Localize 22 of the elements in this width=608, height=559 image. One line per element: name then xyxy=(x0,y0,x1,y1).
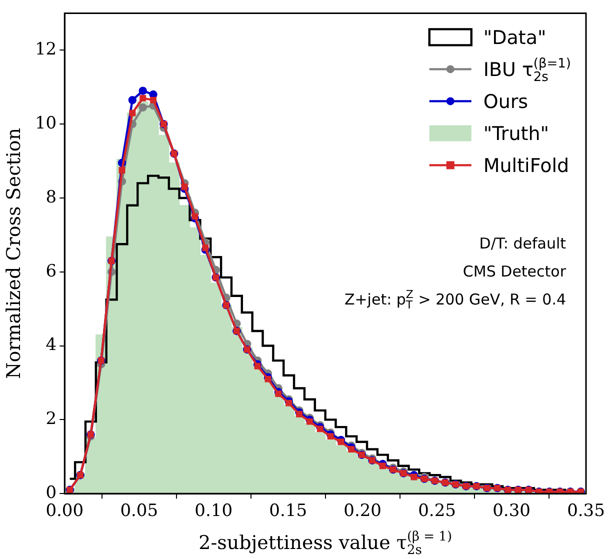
x-tick-label: 0.10 xyxy=(194,501,233,522)
y-tick-label: 8 xyxy=(46,187,57,208)
y-tick-label: 0 xyxy=(46,483,57,504)
annotation: D/T: default xyxy=(479,234,566,253)
y-tick-label: 12 xyxy=(34,40,57,60)
x-tick-label: 0.15 xyxy=(269,501,308,522)
legend-label: "Truth" xyxy=(483,123,550,146)
y-tick-label: 4 xyxy=(46,335,57,356)
legend-label: Ours xyxy=(483,91,528,114)
x-tick-label: 0.30 xyxy=(492,501,530,522)
legend-label: "Data" xyxy=(483,27,546,50)
annotation: CMS Detector xyxy=(462,262,567,281)
x-tick-label: 0.20 xyxy=(344,501,382,522)
x-tick-label: 0.25 xyxy=(418,501,456,522)
x-tick-label: 0.00 xyxy=(46,501,84,522)
x-tick-label: 0.05 xyxy=(120,501,158,522)
x-tick-label: 0.35 xyxy=(567,501,605,522)
y-tick-label: 6 xyxy=(46,261,57,282)
legend-label: MultiFold xyxy=(483,155,570,178)
y-tick-label: 10 xyxy=(34,113,57,134)
y-axis-title: Normalized Cross Section xyxy=(3,128,25,379)
y-tick-label: 2 xyxy=(46,409,57,430)
